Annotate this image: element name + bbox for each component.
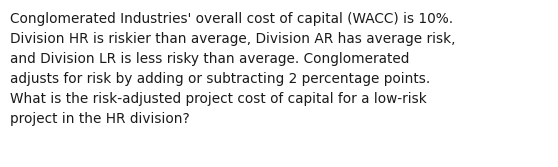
Text: Conglomerated Industries' overall cost of capital (WACC) is 10%.
Division HR is : Conglomerated Industries' overall cost o… (10, 12, 455, 126)
